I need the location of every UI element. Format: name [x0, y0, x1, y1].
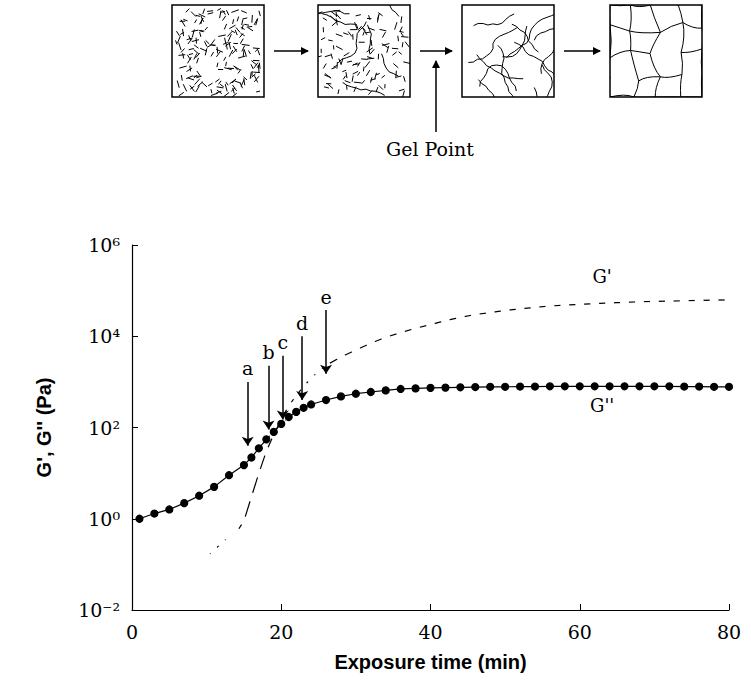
svg-text:a: a — [242, 357, 253, 379]
svg-text:c: c — [277, 331, 288, 353]
svg-text:10⁰: 10⁰ — [88, 508, 120, 530]
svg-text:10²: 10² — [88, 417, 120, 439]
svg-text:G': G' — [592, 266, 611, 287]
svg-text:b: b — [262, 341, 274, 363]
svg-text:10⁴: 10⁴ — [88, 325, 120, 347]
svg-text:20: 20 — [269, 621, 293, 643]
svg-text:d: d — [296, 312, 308, 334]
svg-text:40: 40 — [418, 621, 442, 643]
svg-text:80: 80 — [717, 621, 741, 643]
svg-text:e: e — [320, 286, 331, 308]
svg-text:60: 60 — [568, 621, 592, 643]
svg-text:10⁶: 10⁶ — [88, 234, 120, 256]
svg-text:10⁻²: 10⁻² — [78, 599, 120, 621]
svg-text:G', G'' (Pa): G', G'' (Pa) — [33, 378, 55, 478]
svg-text:Exposure time (min): Exposure time (min) — [334, 651, 526, 673]
svg-text:Gel Point: Gel Point — [386, 138, 474, 160]
svg-text:G'': G'' — [590, 395, 614, 416]
svg-text:0: 0 — [126, 621, 138, 643]
